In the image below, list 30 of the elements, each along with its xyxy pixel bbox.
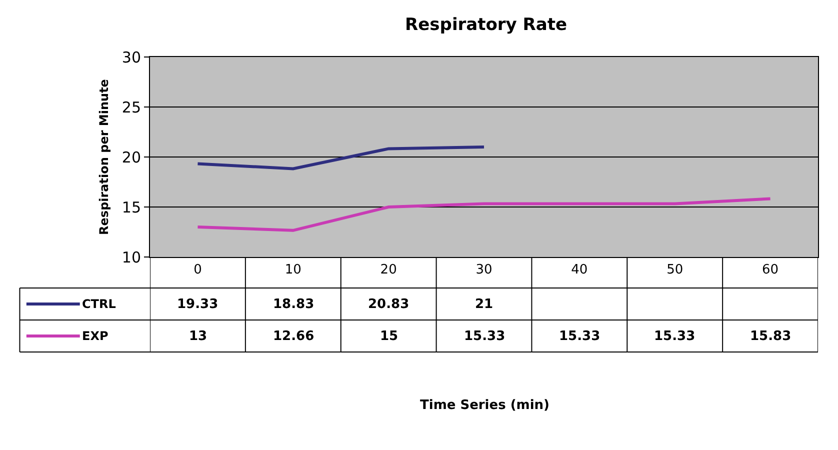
data-label: 15 [380,329,398,344]
text: Time Series (min) [420,398,550,413]
x-tick-label: 20 [380,262,397,278]
data-label: 20.83 [368,297,410,312]
x-tick-label: 40 [571,262,588,278]
line-series [196,146,486,170]
x-tick-label: 50 [666,262,684,278]
y-tick-label: 25 [122,98,141,116]
data-label: 19.33 [177,297,218,312]
legend-label: EXP [82,329,108,343]
line-series [196,197,772,232]
data-label: 12.66 [273,329,314,344]
data-label: 18.83 [273,297,314,312]
x-tick-label: 30 [476,262,492,278]
data-label: 13 [189,329,208,344]
x-tick-label: 60 [762,262,779,278]
y-tick-label: 15 [122,198,141,216]
chart-title: Respiratory Rate [405,14,568,35]
data-label: 15.33 [559,329,600,344]
data-label: 21 [475,297,494,312]
y-tick-label: 20 [122,148,141,166]
data-label: 15.33 [654,329,696,344]
x-tick-label: 0 [194,262,202,278]
y-tick-label: 10 [122,248,141,266]
legend-label: CTRL [82,297,116,311]
data-label: 15.33 [464,329,506,344]
y-axis-title: Respiration per Minute [97,79,112,235]
x-tick-label: 10 [284,262,302,278]
y-tick-label: 30 [122,48,141,66]
data-label: 15.83 [750,329,792,344]
